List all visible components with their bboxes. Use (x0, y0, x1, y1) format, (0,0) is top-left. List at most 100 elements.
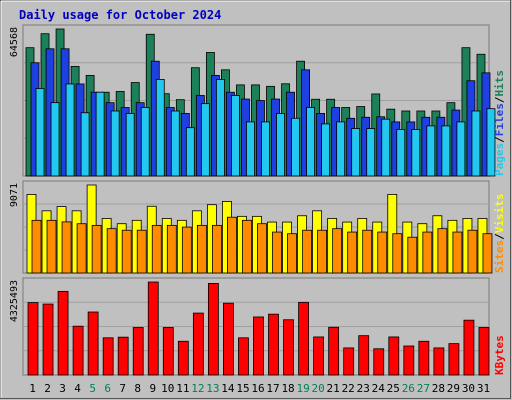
bar-pages-day-7 (125, 113, 135, 177)
bar-kbytes-day-3 (57, 290, 69, 376)
bar-sites-day-20 (317, 229, 328, 274)
bar-sites-day-29 (452, 231, 463, 274)
bar-pages-day-6 (110, 110, 120, 177)
bar-kbytes-day-12 (192, 312, 204, 376)
bar-pages-day-3 (65, 83, 75, 177)
bar-kbytes-day-31 (478, 327, 490, 376)
bar-sites-day-14 (227, 216, 237, 274)
bar-sites-day-25 (392, 233, 403, 274)
bar-pages-day-15 (246, 121, 255, 177)
bar-sites-day-10 (166, 224, 177, 274)
bar-pages-day-20 (321, 123, 331, 177)
y-max-label: 9071 (9, 183, 20, 207)
legend-separator: / (493, 233, 506, 240)
bar-kbytes-day-22 (343, 347, 355, 376)
bar-kbytes-day-20 (313, 336, 325, 376)
x-tick-label: 14 (221, 382, 235, 395)
bar-sites-day-13 (211, 224, 222, 274)
chart-title: Daily usage for October 2024 (19, 8, 221, 22)
x-tick-label: 26 (402, 382, 415, 395)
x-tick-label: 23 (357, 382, 370, 395)
bar-sites-day-26 (407, 236, 418, 274)
bar-pages-day-11 (185, 127, 195, 177)
bar-pages-day-19 (306, 107, 315, 177)
bar-sites-day-8 (136, 229, 147, 274)
bar-pages-day-25 (396, 129, 406, 177)
x-tick-label: 29 (447, 382, 460, 395)
bar-sites-day-1 (31, 219, 42, 274)
bar-kbytes-day-8 (132, 327, 144, 376)
bar-kbytes-day-19 (298, 301, 309, 376)
bar-sites-day-16 (257, 223, 267, 274)
x-tick-label: 31 (477, 382, 490, 395)
y-max-label: 4325493 (9, 280, 20, 322)
bar-sites-day-18 (287, 233, 297, 274)
bar-pages-day-16 (261, 121, 270, 177)
x-tick-label: 17 (266, 382, 279, 395)
legend-pages: Pages (493, 143, 506, 176)
bar-sites-day-12 (196, 224, 207, 274)
bar-pages-day-31 (486, 108, 496, 177)
x-tick-label: 3 (59, 382, 66, 395)
bar-kbytes-day-24 (373, 348, 385, 376)
x-tick-label: 12 (191, 382, 204, 395)
x-tick-label: 7 (119, 382, 126, 395)
y-max-label: 64568 (9, 27, 20, 57)
bar-sites-day-22 (347, 231, 358, 274)
x-tick-label: 22 (342, 382, 355, 395)
bar-kbytes-day-28 (433, 347, 445, 376)
bar-pages-day-24 (381, 118, 391, 177)
bar-sites-day-24 (377, 231, 388, 274)
x-tick-label: 18 (281, 382, 294, 395)
x-tick-label: 8 (134, 382, 141, 395)
x-tick-label: 11 (176, 382, 189, 395)
bar-kbytes-day-10 (162, 327, 174, 376)
x-tick-label: 9 (149, 382, 156, 395)
panel-legend: Pages/Files/Hits (493, 70, 506, 176)
x-tick-label: 20 (312, 382, 325, 395)
x-tick-label: 30 (462, 382, 475, 395)
x-tick-label: 4 (74, 382, 81, 395)
bar-kbytes-day-17 (268, 313, 279, 376)
x-tick-label: 6 (104, 382, 111, 395)
bar-sites-day-7 (121, 229, 132, 274)
legend-hits: Hits (493, 70, 506, 97)
x-tick-label: 25 (387, 382, 400, 395)
bar-pages-day-26 (411, 129, 421, 177)
panel-visits-sites: 9071 Sites/Visits (9, 180, 506, 274)
x-tick-label: 24 (372, 382, 386, 395)
bar-sites-day-2 (46, 219, 57, 274)
legend-separator: / (493, 96, 506, 103)
bar-kbytes-day-16 (253, 316, 264, 376)
bar-sites-day-17 (272, 231, 282, 274)
bar-pages-day-12 (200, 103, 210, 177)
bar-sites-day-6 (106, 228, 117, 274)
x-tick-label: 2 (44, 382, 51, 395)
bar-sites-day-4 (76, 223, 87, 274)
bar-kbytes-day-23 (358, 335, 370, 376)
x-tick-label: 21 (327, 382, 340, 395)
bar-kbytes-day-5 (87, 311, 99, 376)
x-tick-label: 27 (417, 382, 430, 395)
bar-kbytes-day-1 (27, 302, 39, 376)
bar-pages-day-30 (471, 110, 481, 177)
bar-sites-day-15 (242, 219, 252, 274)
bar-kbytes-day-27 (418, 340, 430, 376)
x-tick-label: 16 (251, 382, 264, 395)
x-tick-label: 19 (296, 382, 309, 395)
x-tick-label: 15 (236, 382, 249, 395)
bar-kbytes-day-18 (283, 319, 294, 376)
bar-kbytes-day-6 (102, 337, 114, 376)
panel-legend: KBytes (493, 335, 506, 375)
bar-sites-day-28 (437, 228, 448, 274)
bar-pages-day-17 (276, 113, 285, 177)
bar-pages-day-10 (170, 110, 180, 177)
bar-pages-day-21 (336, 121, 346, 177)
bar-kbytes-day-2 (42, 303, 54, 376)
bar-pages-day-5 (95, 91, 105, 177)
bar-sites-day-19 (302, 229, 312, 274)
bar-sites-day-27 (422, 231, 433, 274)
bar-sites-day-23 (362, 229, 373, 274)
